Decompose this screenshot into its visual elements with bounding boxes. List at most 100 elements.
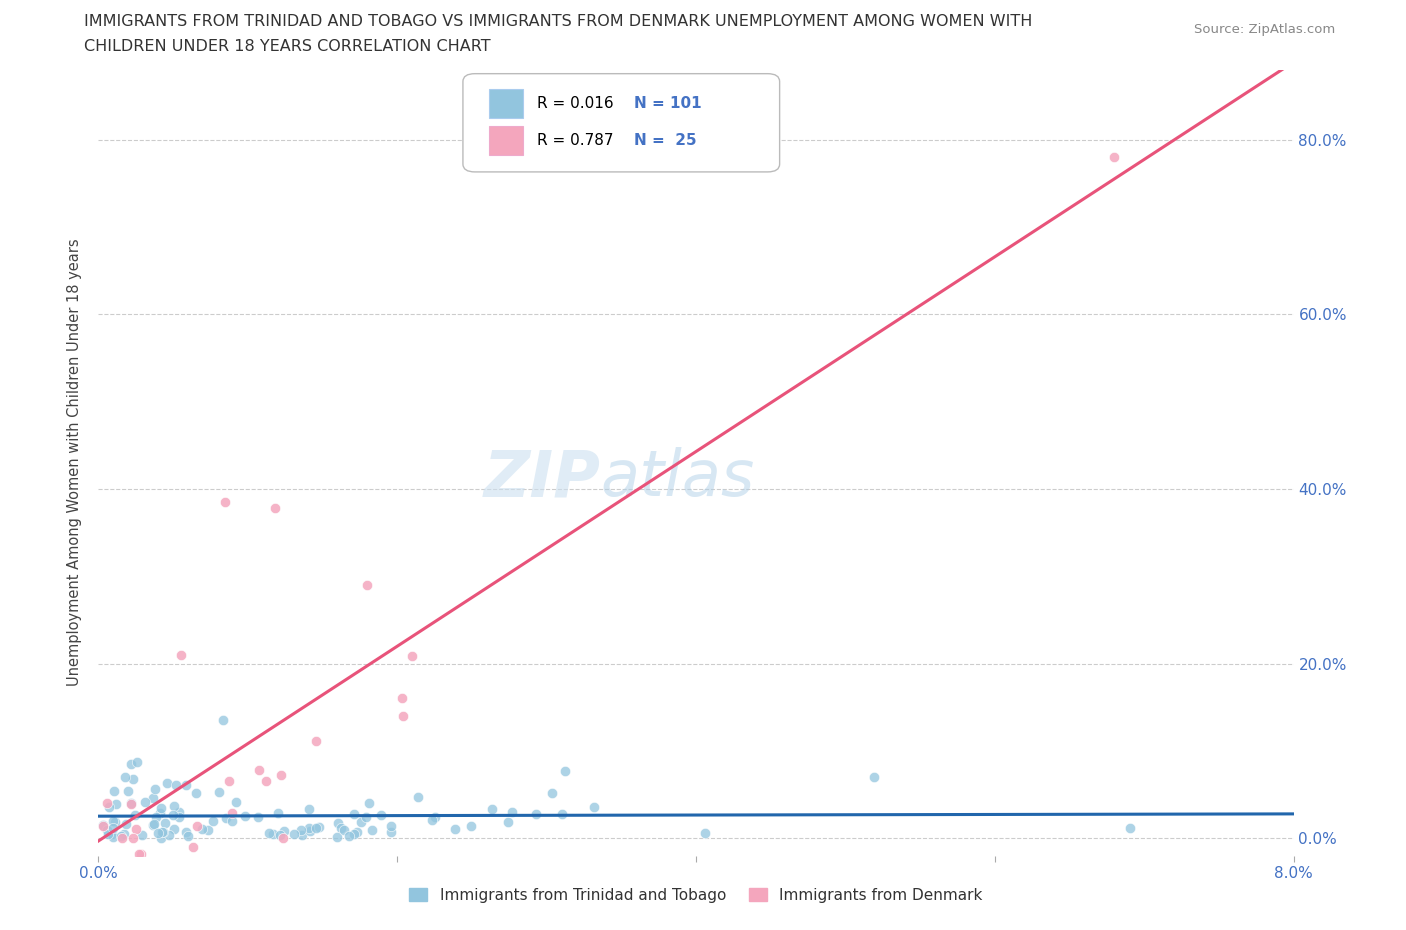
Point: [165, 777, 187, 792]
Point: [214, 495, 236, 510]
Point: [333, 823, 356, 838]
Point: [246, 810, 269, 825]
Point: [550, 806, 572, 821]
Point: [501, 804, 523, 819]
Point: [124, 808, 146, 823]
Point: [218, 774, 240, 789]
Text: atlas: atlas: [600, 447, 755, 510]
Point: [271, 830, 294, 845]
Point: [356, 578, 378, 592]
Point: [305, 820, 328, 835]
Point: [101, 814, 124, 829]
Text: R = 0.787: R = 0.787: [537, 133, 613, 148]
Point: [298, 802, 321, 817]
Point: [153, 816, 176, 830]
Text: IMMIGRANTS FROM TRINIDAD AND TOBAGO VS IMMIGRANTS FROM DENMARK UNEMPLOYMENT AMON: IMMIGRANTS FROM TRINIDAD AND TOBAGO VS I…: [84, 14, 1033, 29]
Point: [541, 786, 564, 801]
Point: [270, 768, 292, 783]
Point: [291, 828, 314, 843]
Point: [215, 811, 238, 826]
Point: [1118, 821, 1140, 836]
Text: R = 0.016: R = 0.016: [537, 96, 613, 111]
Point: [380, 824, 402, 839]
Point: [221, 813, 243, 828]
Point: [163, 798, 186, 813]
Point: [143, 781, 166, 796]
Point: [114, 769, 136, 784]
Point: [122, 771, 145, 786]
Point: [103, 784, 125, 799]
Point: [117, 784, 139, 799]
Text: N =  25: N = 25: [634, 133, 696, 148]
Point: [162, 822, 184, 837]
Point: [105, 797, 128, 812]
Point: [169, 647, 191, 662]
Point: [269, 828, 291, 843]
Point: [186, 786, 208, 801]
Point: [401, 648, 423, 663]
Point: [120, 796, 142, 811]
Point: [169, 809, 191, 824]
Point: [863, 770, 886, 785]
Point: [91, 818, 114, 833]
Point: [460, 818, 482, 833]
Point: [444, 822, 467, 837]
Point: [346, 825, 368, 840]
Point: [96, 823, 118, 838]
Point: [190, 822, 212, 837]
Point: [225, 794, 247, 809]
Point: [423, 810, 446, 825]
FancyBboxPatch shape: [489, 126, 523, 154]
Point: [343, 827, 366, 842]
Text: N = 101: N = 101: [634, 96, 702, 111]
Point: [186, 818, 208, 833]
Point: [98, 800, 121, 815]
Text: CHILDREN UNDER 18 YEARS CORRELATION CHART: CHILDREN UNDER 18 YEARS CORRELATION CHAR…: [84, 39, 491, 54]
Point: [254, 773, 277, 788]
Point: [111, 830, 134, 845]
Point: [263, 500, 285, 515]
Point: [583, 800, 606, 815]
Point: [325, 830, 347, 844]
Point: [110, 829, 132, 844]
Point: [142, 790, 165, 805]
Point: [103, 830, 125, 844]
Point: [257, 826, 280, 841]
Point: [267, 805, 290, 820]
Point: [298, 824, 321, 839]
Point: [104, 815, 127, 830]
Point: [496, 815, 519, 830]
Point: [308, 819, 330, 834]
Point: [149, 830, 172, 845]
Y-axis label: Unemployment Among Women with Children Under 18 years: Unemployment Among Women with Children U…: [67, 239, 83, 686]
Point: [128, 846, 150, 861]
Point: [97, 827, 120, 842]
Point: [120, 756, 142, 771]
Point: [162, 808, 184, 823]
Point: [177, 829, 200, 844]
Point: [329, 821, 352, 836]
Point: [142, 817, 165, 832]
Point: [150, 825, 173, 840]
Point: [212, 712, 235, 727]
Point: [350, 815, 373, 830]
Point: [124, 821, 146, 836]
Point: [420, 812, 443, 827]
Point: [406, 790, 429, 804]
Point: [695, 826, 717, 841]
Point: [156, 776, 179, 790]
Point: [167, 804, 190, 819]
Point: [121, 830, 143, 845]
Point: [131, 847, 153, 862]
Point: [91, 819, 114, 834]
Text: Source: ZipAtlas.com: Source: ZipAtlas.com: [1195, 23, 1336, 36]
Point: [131, 828, 153, 843]
Point: [221, 805, 243, 820]
Legend: Immigrants from Trinidad and Tobago, Immigrants from Denmark: Immigrants from Trinidad and Tobago, Imm…: [409, 888, 983, 903]
Point: [326, 816, 349, 830]
Point: [149, 800, 172, 815]
Point: [481, 802, 503, 817]
Point: [283, 827, 305, 842]
Point: [115, 817, 138, 831]
Point: [176, 824, 198, 839]
